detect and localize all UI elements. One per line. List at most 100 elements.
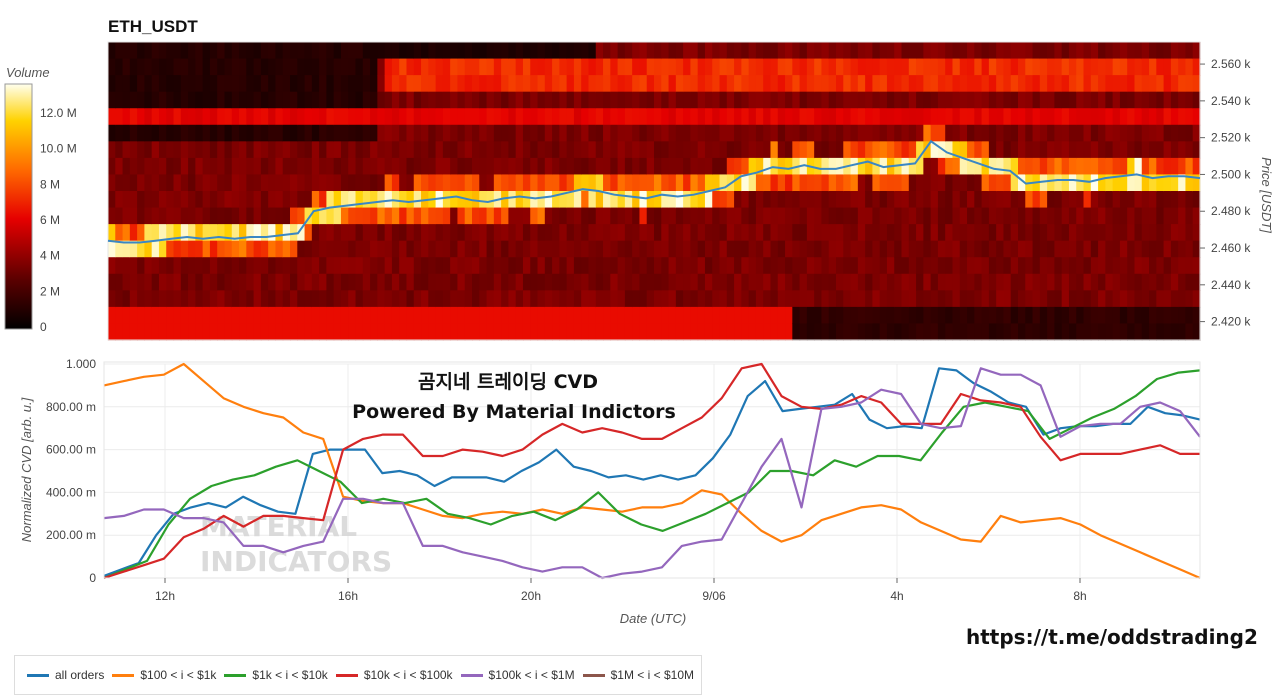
heatmap-cell [319,141,327,159]
legend-item[interactable]: $1M < i < $10M [582,668,694,682]
telegram-url[interactable]: https://t.me/oddstrading2 [966,625,1258,649]
legend-item[interactable]: $100k < i < $1M [460,668,575,682]
heatmap-cell [566,257,575,275]
heatmap-cell [886,191,895,209]
heatmap-cell [967,174,975,192]
heatmap-cell [697,42,706,60]
heatmap-cell [945,224,954,242]
heatmap-cell [792,141,801,159]
heatmap-cell [646,240,655,258]
heatmap-cell [865,240,873,258]
heatmap-cell [217,191,226,209]
heatmap-cell [945,157,954,176]
heatmap-cell [937,290,946,308]
heatmap-cell [144,323,153,341]
heatmap-cell [1039,191,1048,209]
heatmap-cell [413,290,422,308]
heatmap-cell [239,91,247,109]
watermark: MATERIAL INDICATORS [200,510,392,578]
heatmap-cell [1149,157,1157,176]
heatmap-cell [1141,124,1150,142]
heatmap-cell [217,273,226,291]
heatmap-cell [537,224,546,242]
heatmap-cell [268,191,277,209]
heatmap-cell [952,191,961,209]
heatmap-cell [464,273,473,291]
heatmap-cell [624,191,633,209]
heatmap-cell [493,141,502,159]
heatmap-cell [559,224,568,242]
heatmap-cell [377,141,386,159]
heatmap-cell [537,42,546,60]
heatmap-cell [850,141,859,159]
heatmap-cell [704,58,713,76]
heatmap-cell [260,108,269,126]
heatmap-cell [552,42,560,60]
heatmap-cell [537,108,546,126]
heatmap-cell [530,257,539,275]
legend-item[interactable]: $1k < i < $10k [224,668,328,682]
heatmap-cell [959,224,968,242]
heatmap-cell [1032,42,1041,60]
heatmap-cell [879,257,888,275]
heatmap-cell [275,124,284,142]
legend-item[interactable]: $10k < i < $100k [335,668,453,682]
heatmap-cell [1054,240,1063,258]
heatmap-cell [1025,157,1034,176]
heatmap-cell [1018,290,1026,308]
heatmap-cell [850,91,859,109]
heatmap-cell [930,290,939,308]
heatmap-cell [144,75,153,93]
heatmap-cell [734,91,742,109]
heatmap-cell [552,257,560,275]
heatmap-cell [741,42,750,60]
heatmap-cell [151,290,160,308]
heatmap-cell [1185,306,1194,325]
heatmap-cell [508,42,517,60]
heatmap-cell [384,306,393,325]
heatmap-cell [806,257,815,275]
heatmap-cell [406,306,415,325]
heatmap-cell [988,240,997,258]
heatmap-cell [544,257,553,275]
heatmap-cell [202,240,211,258]
heatmap-cell [1112,240,1121,258]
heatmap-cell [435,141,444,159]
heatmap-cell [785,108,793,126]
heatmap-cell [1061,257,1070,275]
heatmap-cell [377,323,386,341]
heatmap-cell [326,240,335,258]
heatmap-cell [399,306,408,325]
heatmap-cell [806,141,815,159]
heatmap-cell [1076,91,1085,109]
heatmap-cell [239,323,247,341]
heatmap-cell [217,75,226,93]
heatmap-cell [472,157,480,176]
heatmap-frame [107,41,1201,341]
heatmap-cell [1054,306,1063,325]
heatmap-cell [173,273,182,291]
heatmap-cell [406,323,415,341]
heatmap-cell [777,257,786,275]
heatmap-cell [901,91,910,109]
heatmap-cell [865,323,873,341]
heatmap-cell [828,108,837,126]
legend-item[interactable]: $100 < i < $1k [112,668,216,682]
heatmap-cell [377,257,386,275]
heatmap-cell [464,157,473,176]
heatmap-cell [697,207,706,225]
heatmap-cell [275,141,284,159]
heatmap-cell [137,191,145,209]
heatmap-cell [690,257,699,275]
heatmap-cell [151,224,160,242]
heatmap-cell [1098,224,1106,242]
heatmap-cell [195,108,204,126]
legend-item[interactable]: all orders [27,668,104,682]
heatmap-cell [1163,108,1172,126]
heatmap-cell [442,224,451,242]
heatmap-cell [1010,224,1019,242]
heatmap-cell [1083,257,1092,275]
heatmap-cell [1047,124,1055,142]
heatmap-cell [981,207,990,225]
heatmap-cell [501,224,509,242]
